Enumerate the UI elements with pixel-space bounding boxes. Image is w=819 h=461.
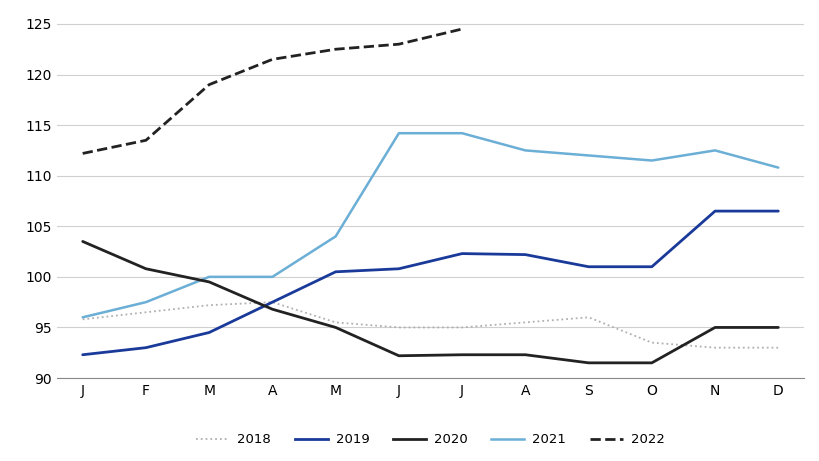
2019 (709, 208, 719, 214)
2021 (330, 234, 340, 239)
2018 (457, 325, 467, 330)
2020 (330, 325, 340, 330)
2022 (267, 57, 277, 62)
2019 (772, 208, 782, 214)
2021 (78, 314, 88, 320)
2021 (267, 274, 277, 280)
2020 (772, 325, 782, 330)
2021 (772, 165, 782, 171)
2019 (267, 299, 277, 305)
Line: 2022: 2022 (83, 29, 462, 154)
2018 (646, 340, 656, 345)
2020 (646, 360, 656, 366)
2022 (457, 26, 467, 32)
Line: 2018: 2018 (83, 302, 777, 348)
2021 (204, 274, 214, 280)
2022 (393, 41, 403, 47)
2021 (583, 153, 593, 158)
2018 (520, 319, 530, 325)
2019 (457, 251, 467, 256)
2020 (267, 307, 277, 312)
2019 (78, 352, 88, 358)
2019 (646, 264, 656, 270)
2018 (583, 314, 593, 320)
2021 (709, 148, 719, 153)
2019 (141, 345, 151, 350)
Line: 2020: 2020 (83, 242, 777, 363)
2021 (141, 299, 151, 305)
Legend: 2018, 2019, 2020, 2021, 2022: 2018, 2019, 2020, 2021, 2022 (191, 428, 669, 451)
2022 (141, 137, 151, 143)
2020 (78, 239, 88, 244)
2019 (330, 269, 340, 275)
2022 (204, 82, 214, 88)
2021 (457, 130, 467, 136)
2020 (520, 352, 530, 358)
2021 (393, 130, 403, 136)
2020 (204, 279, 214, 285)
2021 (646, 158, 656, 163)
2019 (204, 330, 214, 335)
2020 (709, 325, 719, 330)
2018 (393, 325, 403, 330)
2022 (330, 47, 340, 52)
2021 (520, 148, 530, 153)
2022 (78, 151, 88, 156)
2018 (141, 309, 151, 315)
2018 (772, 345, 782, 350)
2018 (204, 302, 214, 308)
2020 (393, 353, 403, 359)
2018 (709, 345, 719, 350)
2019 (520, 252, 530, 257)
2018 (330, 319, 340, 325)
2018 (267, 299, 277, 305)
Line: 2021: 2021 (83, 133, 777, 317)
2020 (457, 352, 467, 358)
2020 (141, 266, 151, 272)
2019 (393, 266, 403, 272)
2020 (583, 360, 593, 366)
2018 (78, 317, 88, 322)
2019 (583, 264, 593, 270)
Line: 2019: 2019 (83, 211, 777, 355)
